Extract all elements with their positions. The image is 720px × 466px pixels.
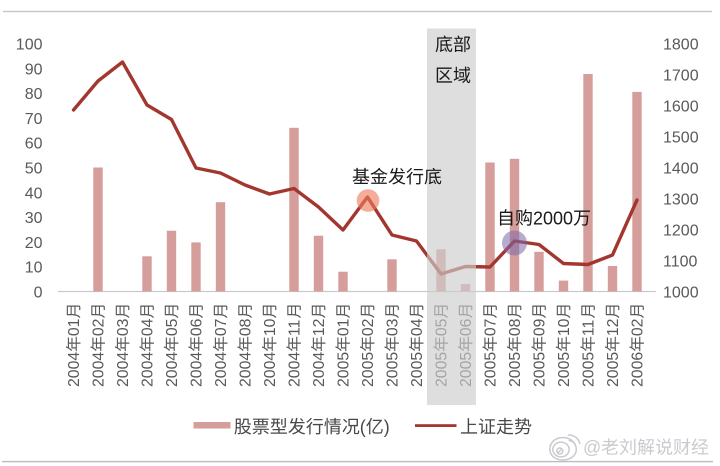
svg-text:2005: 2005 [507,352,524,387]
svg-text:1400: 1400 [663,161,699,178]
svg-text:03: 03 [385,318,402,336]
svg-text:2005: 2005 [336,352,353,387]
svg-text:1200: 1200 [663,223,699,240]
svg-text:12: 12 [605,319,622,337]
svg-text:1100: 1100 [663,254,698,271]
svg-text:12: 12 [311,319,328,337]
svg-text:2004: 2004 [311,352,328,387]
svg-text:1600: 1600 [663,99,699,116]
svg-text:@: @ [583,438,601,458]
svg-text:1300: 1300 [663,192,699,209]
svg-text:05: 05 [164,318,181,336]
svg-text:): ) [384,417,390,437]
svg-text:2005: 2005 [409,352,426,387]
svg-text:02: 02 [91,319,108,337]
svg-text:2004: 2004 [213,352,230,387]
svg-text:09: 09 [532,318,549,336]
svg-text:2004: 2004 [164,352,181,387]
svg-text:2005: 2005 [532,352,549,387]
svg-text:06: 06 [189,318,206,336]
svg-text:0: 0 [34,285,43,302]
svg-text:1000: 1000 [663,285,699,302]
svg-text:2004: 2004 [140,352,157,387]
svg-text:08: 08 [238,318,255,336]
svg-text:2005: 2005 [605,352,622,387]
svg-text:07: 07 [483,319,500,337]
svg-text:90: 90 [25,61,43,78]
svg-text:2004: 2004 [91,352,108,387]
svg-text:10: 10 [556,318,573,336]
svg-text:02: 02 [360,319,377,337]
svg-text:01: 01 [66,318,83,336]
svg-text:70: 70 [25,111,43,128]
svg-text:2004: 2004 [287,352,304,387]
svg-text:07: 07 [213,319,230,337]
svg-text:2005: 2005 [360,352,377,387]
svg-text:10: 10 [262,318,279,336]
svg-text:1800: 1800 [663,37,699,54]
svg-text:2000: 2000 [533,208,573,228]
svg-text:08: 08 [507,318,524,336]
svg-text:2005: 2005 [556,352,573,387]
svg-text:2004: 2004 [238,352,255,387]
svg-text:1500: 1500 [663,130,699,147]
svg-text:30: 30 [25,210,43,227]
svg-text:2004: 2004 [262,352,279,387]
svg-text:11: 11 [581,319,598,336]
svg-text:2005: 2005 [483,352,500,387]
svg-text:11: 11 [287,319,304,336]
svg-text:80: 80 [25,86,43,103]
svg-text:60: 60 [25,136,43,153]
svg-text:2005: 2005 [581,352,598,387]
svg-text:40: 40 [25,185,43,202]
svg-text:02: 02 [630,319,647,337]
svg-text:2004: 2004 [189,352,206,387]
svg-text:20: 20 [25,235,43,252]
svg-text:10: 10 [25,260,43,277]
svg-text:2004: 2004 [115,352,132,387]
svg-text:1700: 1700 [663,68,699,85]
svg-text:100: 100 [16,37,43,54]
svg-text:2005: 2005 [385,352,402,387]
svg-text:(: ( [360,417,366,437]
svg-text:04: 04 [409,318,426,336]
svg-text:2004: 2004 [66,352,83,387]
svg-text:2006: 2006 [630,352,647,387]
svg-text:50: 50 [25,161,43,178]
svg-text:01: 01 [336,318,353,336]
svg-text:03: 03 [115,318,132,336]
svg-text:04: 04 [140,318,157,336]
